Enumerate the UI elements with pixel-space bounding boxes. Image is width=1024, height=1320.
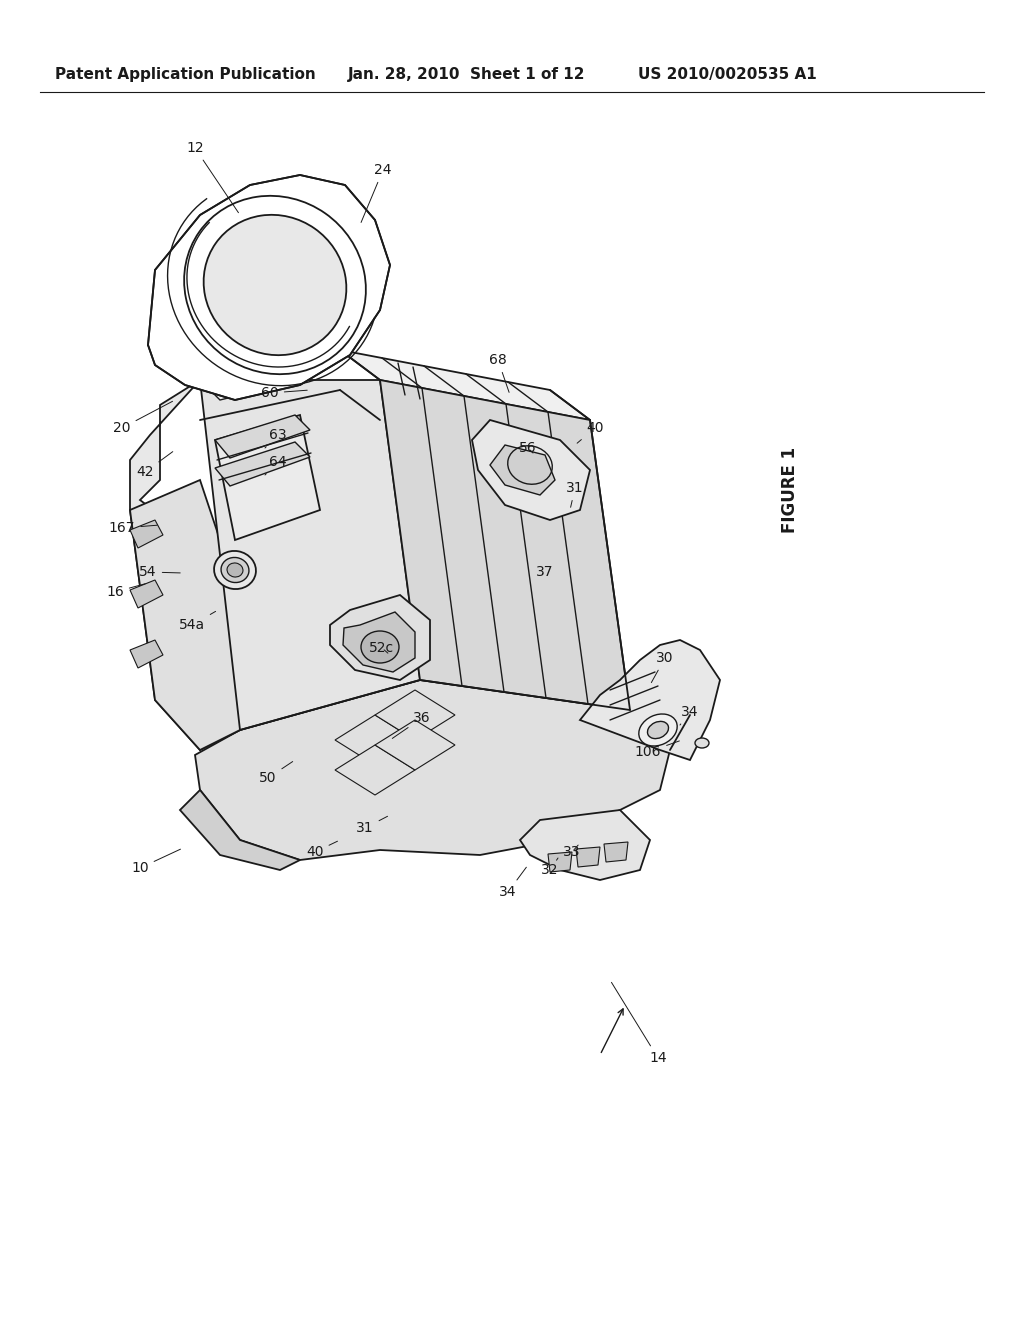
Text: 34: 34 — [500, 867, 526, 899]
Text: 31: 31 — [356, 816, 387, 836]
Polygon shape — [604, 842, 628, 862]
Text: Jan. 28, 2010  Sheet 1 of 12: Jan. 28, 2010 Sheet 1 of 12 — [348, 67, 586, 82]
Text: 40: 40 — [578, 421, 604, 444]
Text: 31: 31 — [566, 480, 584, 507]
Text: 40: 40 — [306, 841, 338, 859]
Ellipse shape — [184, 195, 366, 374]
Polygon shape — [580, 640, 720, 760]
Polygon shape — [215, 414, 319, 540]
Polygon shape — [375, 690, 455, 741]
Text: 50: 50 — [259, 762, 293, 785]
Text: 36: 36 — [392, 711, 431, 738]
Text: 16: 16 — [106, 583, 145, 599]
Ellipse shape — [227, 562, 243, 577]
Text: 12: 12 — [186, 141, 239, 213]
Text: 64: 64 — [265, 455, 287, 475]
Text: US 2010/0020535 A1: US 2010/0020535 A1 — [638, 67, 817, 82]
Text: 106: 106 — [635, 741, 679, 759]
Text: 167: 167 — [109, 521, 158, 535]
Text: 52c: 52c — [370, 642, 394, 655]
Polygon shape — [200, 366, 280, 400]
Text: 60: 60 — [261, 385, 307, 400]
Text: 30: 30 — [651, 651, 674, 682]
Polygon shape — [200, 380, 420, 730]
Ellipse shape — [639, 714, 677, 746]
Text: 14: 14 — [611, 982, 667, 1065]
Polygon shape — [130, 480, 240, 750]
Text: 32: 32 — [542, 858, 559, 876]
Polygon shape — [548, 851, 572, 873]
Text: 54a: 54a — [179, 611, 216, 632]
Ellipse shape — [204, 215, 346, 355]
Polygon shape — [335, 715, 415, 766]
Text: 54: 54 — [139, 565, 180, 579]
Ellipse shape — [361, 631, 399, 663]
Polygon shape — [195, 680, 670, 861]
Text: 56: 56 — [519, 441, 537, 455]
Ellipse shape — [214, 550, 256, 589]
Text: 10: 10 — [131, 849, 180, 875]
Polygon shape — [130, 640, 163, 668]
Polygon shape — [520, 810, 650, 880]
Text: 68: 68 — [489, 352, 509, 392]
Polygon shape — [472, 420, 590, 520]
Text: Patent Application Publication: Patent Application Publication — [55, 67, 315, 82]
Text: 37: 37 — [537, 565, 554, 579]
Polygon shape — [575, 847, 600, 867]
Polygon shape — [490, 445, 555, 495]
Text: 42: 42 — [136, 451, 173, 479]
Text: FIGURE 1: FIGURE 1 — [781, 447, 799, 533]
Polygon shape — [340, 350, 590, 420]
Polygon shape — [180, 789, 300, 870]
Polygon shape — [380, 380, 630, 710]
Polygon shape — [215, 442, 310, 486]
Text: 33: 33 — [563, 845, 581, 859]
Polygon shape — [330, 595, 430, 680]
Text: 24: 24 — [361, 162, 392, 223]
Polygon shape — [130, 520, 163, 548]
Polygon shape — [215, 414, 310, 458]
Polygon shape — [343, 612, 415, 672]
Text: 20: 20 — [114, 401, 173, 436]
Polygon shape — [375, 719, 455, 770]
Polygon shape — [148, 176, 390, 400]
Ellipse shape — [647, 722, 669, 739]
Ellipse shape — [695, 738, 709, 748]
Polygon shape — [335, 744, 415, 795]
Polygon shape — [130, 380, 240, 750]
Ellipse shape — [221, 557, 249, 582]
Text: 63: 63 — [265, 428, 287, 447]
Polygon shape — [130, 579, 163, 609]
Text: 34: 34 — [680, 705, 698, 725]
